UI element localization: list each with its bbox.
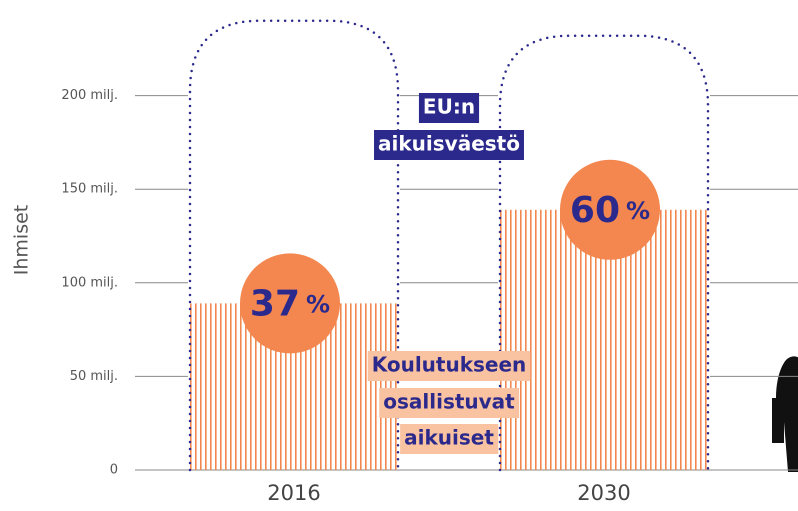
y-tick-label: 0: [110, 463, 118, 478]
legend-label-bg: [367, 351, 531, 381]
legend-label: aikuiset: [404, 426, 494, 450]
y-tick-label: 100 milj.: [61, 275, 118, 290]
share-label: 37%: [250, 283, 330, 324]
share-label: 60%: [570, 190, 650, 231]
y-axis-label: Ihmiset: [11, 205, 33, 275]
legend-label-bg: [379, 388, 520, 418]
share-value: 37: [250, 283, 300, 324]
share-unit: %: [626, 197, 650, 225]
x-tick-label: 2030: [577, 481, 630, 505]
population-outline: [498, 34, 710, 472]
legend-label: Koulutukseen: [372, 353, 527, 377]
y-tick-label: 200 milj.: [61, 88, 118, 103]
legend-label-bg: [374, 130, 524, 160]
share-circle: [560, 159, 660, 260]
legend-label: EU:n: [423, 95, 475, 119]
legend-label: aikuisväestö: [378, 132, 520, 156]
y-tick-label: 50 milj.: [70, 369, 118, 384]
share-circle: [240, 253, 340, 354]
person-silhouette: [772, 356, 798, 472]
legend-label-bg: [418, 93, 480, 123]
share-value: 60: [570, 190, 620, 231]
legend-label: osallistuvat: [383, 390, 515, 414]
share-unit: %: [306, 290, 330, 318]
legend-label-bg: [400, 424, 499, 454]
y-tick-label: 150 milj.: [61, 182, 118, 197]
x-tick-label: 2016: [267, 481, 320, 505]
